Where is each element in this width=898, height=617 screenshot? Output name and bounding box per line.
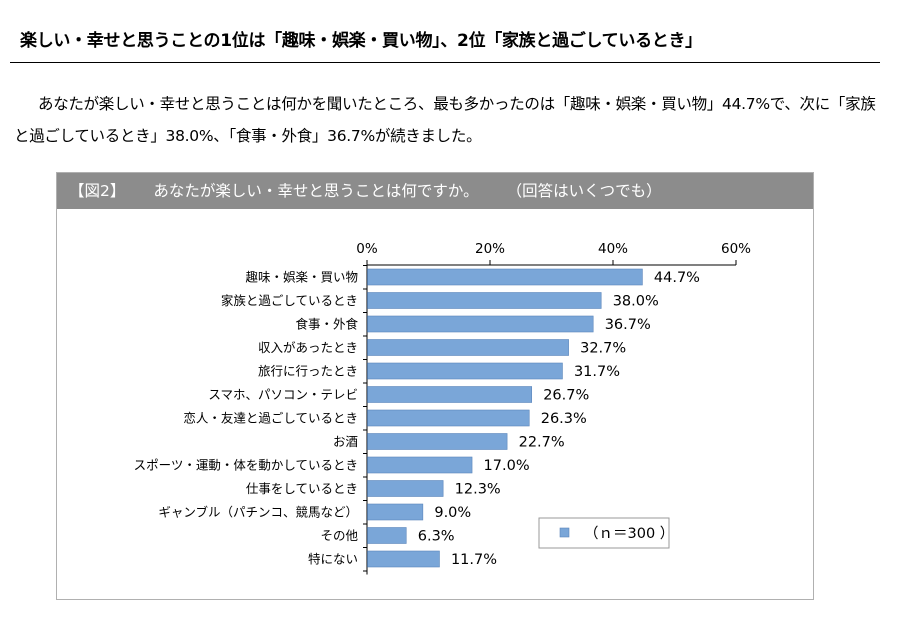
data-label: 6.3% <box>418 529 455 545</box>
headline-rule <box>10 62 880 63</box>
category-label: 食事・外食 <box>295 317 358 332</box>
category-label: 家族と過ごしているとき <box>221 293 358 308</box>
legend-label: （ｎ＝300 ） <box>584 525 674 542</box>
category-label: スポーツ・運動・体を動かしているとき <box>134 458 358 473</box>
bar <box>367 503 424 521</box>
figure-header: 【図2】 あなたが楽しい・幸せと思うことは何ですか。 （回答はいくつでも） <box>57 173 813 209</box>
category-label: 特にない <box>308 552 358 567</box>
bar <box>367 339 569 356</box>
x-tick-label: 40% <box>598 241 628 257</box>
bar <box>367 386 533 403</box>
category-label: スマホ、パソコン・テレビ <box>208 387 358 402</box>
category-label: 恋人・友達と過ごしているとき <box>183 411 358 426</box>
bar <box>367 268 643 286</box>
data-label: 17.0% <box>484 458 530 474</box>
figure-title: あなたが楽しい・幸せと思うことは何ですか。 <box>153 182 479 200</box>
category-label: 収入があったとき <box>258 340 358 355</box>
data-label: 9.0% <box>434 505 471 521</box>
category-label: ギャンブル（パチンコ、競馬など） <box>158 505 358 520</box>
bar <box>367 480 444 497</box>
category-label: 趣味・娯楽・買い物 <box>245 270 358 285</box>
bar-chart: 0% 20% 40% 60% 趣味・娯楽・買い物 44.7% 家族と過ごしているとき 38.0… <box>134 241 751 575</box>
data-label: 22.7% <box>519 435 565 451</box>
bar <box>367 550 440 568</box>
body-text: あなたが楽しい・幸せと思うことは何かを聞いたところ、最も多かったのは「趣味・娯楽… <box>14 95 876 145</box>
figure-label: 【図2】 <box>69 182 126 200</box>
bar <box>367 456 473 474</box>
bar <box>367 315 594 333</box>
x-tick-label: 0% <box>356 241 378 257</box>
data-label: 31.7% <box>574 364 620 380</box>
bar <box>367 362 563 380</box>
data-label: 26.7% <box>543 388 589 404</box>
data-label: 12.3% <box>455 482 501 498</box>
data-label: 38.0% <box>613 294 659 310</box>
bar <box>367 409 530 427</box>
x-tick-label: 20% <box>475 241 505 257</box>
headline: 楽しい・幸せと思うことの1位は「趣味・娯楽・買い物」、2位「家族と過ごしていると… <box>20 31 702 51</box>
legend-swatch <box>559 527 570 538</box>
bar <box>367 433 508 450</box>
bar <box>367 527 407 544</box>
data-label: 44.7% <box>654 270 700 286</box>
data-label: 32.7% <box>580 341 626 357</box>
category-label: その他 <box>320 528 358 543</box>
figure-note: （回答はいくつでも） <box>506 182 662 200</box>
category-label: 仕事をしているとき <box>246 481 358 496</box>
data-label: 36.7% <box>605 317 651 333</box>
category-label: 旅行に行ったとき <box>258 364 358 379</box>
data-label: 26.3% <box>541 411 587 427</box>
bar <box>367 292 602 309</box>
category-label: お酒 <box>333 434 358 449</box>
data-label: 11.7% <box>451 552 497 568</box>
x-tick-label: 60% <box>721 241 751 257</box>
figure-box: 【図2】 あなたが楽しい・幸せと思うことは何ですか。 （回答はいくつでも） 0% 20… <box>56 172 814 600</box>
